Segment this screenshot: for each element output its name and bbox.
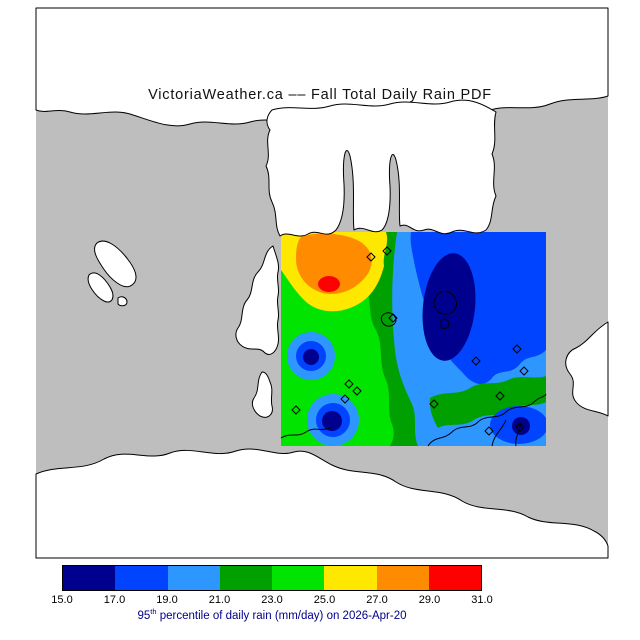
- coastline-overlays: [280, 290, 547, 447]
- colorbar-segment: [376, 566, 429, 590]
- station-diamond-icon: [352, 386, 362, 396]
- landmass-islet: [251, 371, 273, 418]
- station-diamond-icon: [515, 422, 525, 432]
- coastline-outline-peninsula: [515, 421, 521, 447]
- page-title: VictoriaWeather.ca –– Fall Total Daily R…: [148, 87, 492, 103]
- landmass-mainland-fjords: [265, 99, 497, 237]
- caption-text: percentile of daily rain (mm/day) on 202…: [156, 609, 407, 622]
- landmass-coast-strip: [235, 245, 280, 355]
- colorbar-segment: [428, 566, 481, 590]
- station-diamond-icon: [512, 344, 522, 354]
- colorbar-tick-label: 21.0: [208, 594, 231, 606]
- station-diamond-icon: [291, 405, 301, 415]
- coastline-outline-islet: [440, 318, 450, 329]
- colorbar-tick-label: 15.0: [51, 594, 73, 606]
- colorbar-tick-label: 17.0: [103, 594, 126, 606]
- colorbar-ticks: 15.0 17.0 19.0 21.0 23.0 25.0 27.0 29.0 …: [51, 594, 492, 607]
- caption-ordinal: th: [150, 607, 157, 616]
- contour-field: [281, 232, 546, 446]
- colorbar-tick-label: 29.0: [418, 594, 441, 606]
- colorbar: [62, 565, 482, 591]
- station-diamond-icon: [484, 426, 494, 436]
- station-diamond-icon: [519, 366, 529, 376]
- station-diamond-icon: [340, 394, 350, 404]
- contour-band-orange: [296, 233, 372, 295]
- colorbar-segment: [219, 566, 272, 590]
- coastline-outline-southwest: [280, 427, 331, 439]
- caption-number: 95: [137, 609, 151, 622]
- station-markers: [291, 246, 529, 436]
- colorbar-segment: [115, 566, 168, 590]
- landmass-south-peninsula: [35, 448, 609, 559]
- landmasses: [35, 7, 609, 559]
- colorbar-tick-label: 31.0: [471, 594, 493, 606]
- contour-spot-navy: [322, 411, 342, 431]
- landmass-island-a: [94, 240, 137, 288]
- colorbar-caption: 95th percentile of daily rain (mm/day) o…: [42, 607, 502, 622]
- landmass-east-shore: [565, 321, 609, 417]
- station-diamond-icon: [344, 379, 354, 389]
- colorbar-tick-label: 19.0: [156, 594, 178, 606]
- colorbar-segment: [63, 566, 116, 590]
- contour-core-navy: [422, 253, 476, 361]
- contour-coast-green-band: [429, 376, 546, 428]
- colorbar-segment: [272, 566, 325, 590]
- landmass-island-b: [87, 272, 114, 303]
- station-diamond-icon: [471, 356, 481, 366]
- station-diamond-icon: [388, 313, 398, 323]
- colorbar-tick-label: 25.0: [313, 594, 336, 606]
- colorbar-tick-label: 27.0: [366, 594, 388, 606]
- coastline-outline-south-coast: [427, 393, 547, 447]
- colorbar-segment: [324, 566, 377, 590]
- station-diamond-icon: [382, 246, 392, 256]
- contour-spot-navy: [303, 349, 319, 365]
- station-diamond-icon: [495, 391, 505, 401]
- colorbar-segment: [167, 566, 220, 590]
- coastline-outline-peninsula: [491, 419, 507, 447]
- coastline-outline-island: [433, 290, 458, 315]
- station-diamond-icon: [429, 399, 439, 409]
- landmass-island-c: [117, 296, 128, 307]
- station-diamond-icon: [366, 252, 376, 262]
- colorbar-tick-label: 23.0: [261, 594, 283, 606]
- contour-spot-navy: [512, 417, 530, 435]
- contour-band-red: [318, 276, 340, 292]
- coastline-outline-islet: [380, 312, 397, 327]
